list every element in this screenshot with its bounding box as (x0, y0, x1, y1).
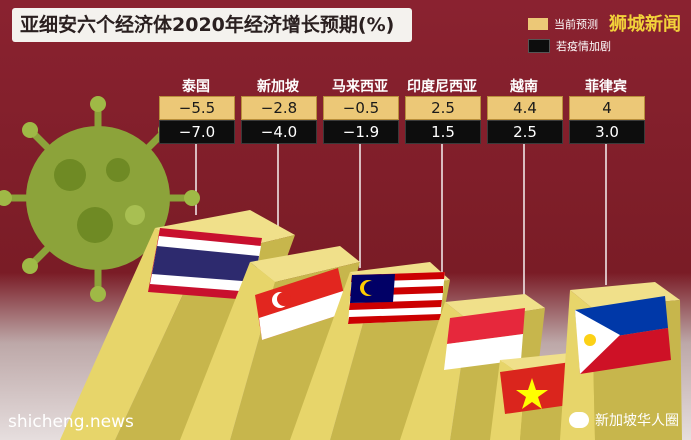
country-label: 印度尼西亚 (407, 79, 477, 95)
legend-swatch-current (528, 18, 548, 30)
value-current: 4.4 (487, 96, 563, 120)
philippines-flag-icon (575, 296, 671, 374)
legend-label-worse: 若疫情加剧 (556, 40, 611, 53)
value-worse: −4.0 (241, 120, 317, 144)
value-worse: 2.5 (487, 120, 563, 144)
country-label: 马来西亚 (332, 79, 388, 95)
value-current: −0.5 (323, 96, 399, 120)
value-current: −5.5 (159, 96, 235, 120)
thailand-flag-icon (148, 228, 262, 300)
country-label: 越南 (510, 79, 538, 95)
value-worse: −7.0 (159, 120, 235, 144)
value-current: −2.8 (241, 96, 317, 120)
footer-account: 新加坡华人圈 (569, 410, 679, 430)
watermark-text: 狮城新闻 (609, 14, 681, 35)
bar-philippines (560, 282, 682, 440)
chart-title: 亚细安六个经济体2020年经济增长预期(%) (12, 8, 412, 42)
value-worse: 3.0 (569, 120, 645, 144)
country-label: 菲律宾 (585, 79, 627, 95)
singapore-flag-icon (255, 268, 348, 340)
value-current: 2.5 (405, 96, 481, 120)
bar-indonesia (400, 294, 545, 440)
value-worse: −1.9 (323, 120, 399, 144)
gold-bars (60, 210, 682, 440)
country-label: 新加坡 (257, 79, 299, 95)
bar-singapore (180, 246, 360, 440)
value-worse: 1.5 (405, 120, 481, 144)
legend-current: 当前预测 (528, 16, 598, 32)
footer-account-label: 新加坡华人圈 (595, 413, 679, 429)
malaysia-flag-icon (348, 272, 445, 324)
footer-source: shicheng.news (8, 412, 134, 432)
legend-swatch-worse (528, 39, 550, 53)
legend-worse: 若疫情加剧 (528, 38, 611, 54)
country-label: 泰国 (182, 79, 210, 95)
value-current: 4 (569, 96, 645, 120)
bar-thailand (60, 210, 295, 440)
legend-label-current: 当前预测 (554, 18, 598, 31)
wechat-icon (569, 412, 589, 428)
